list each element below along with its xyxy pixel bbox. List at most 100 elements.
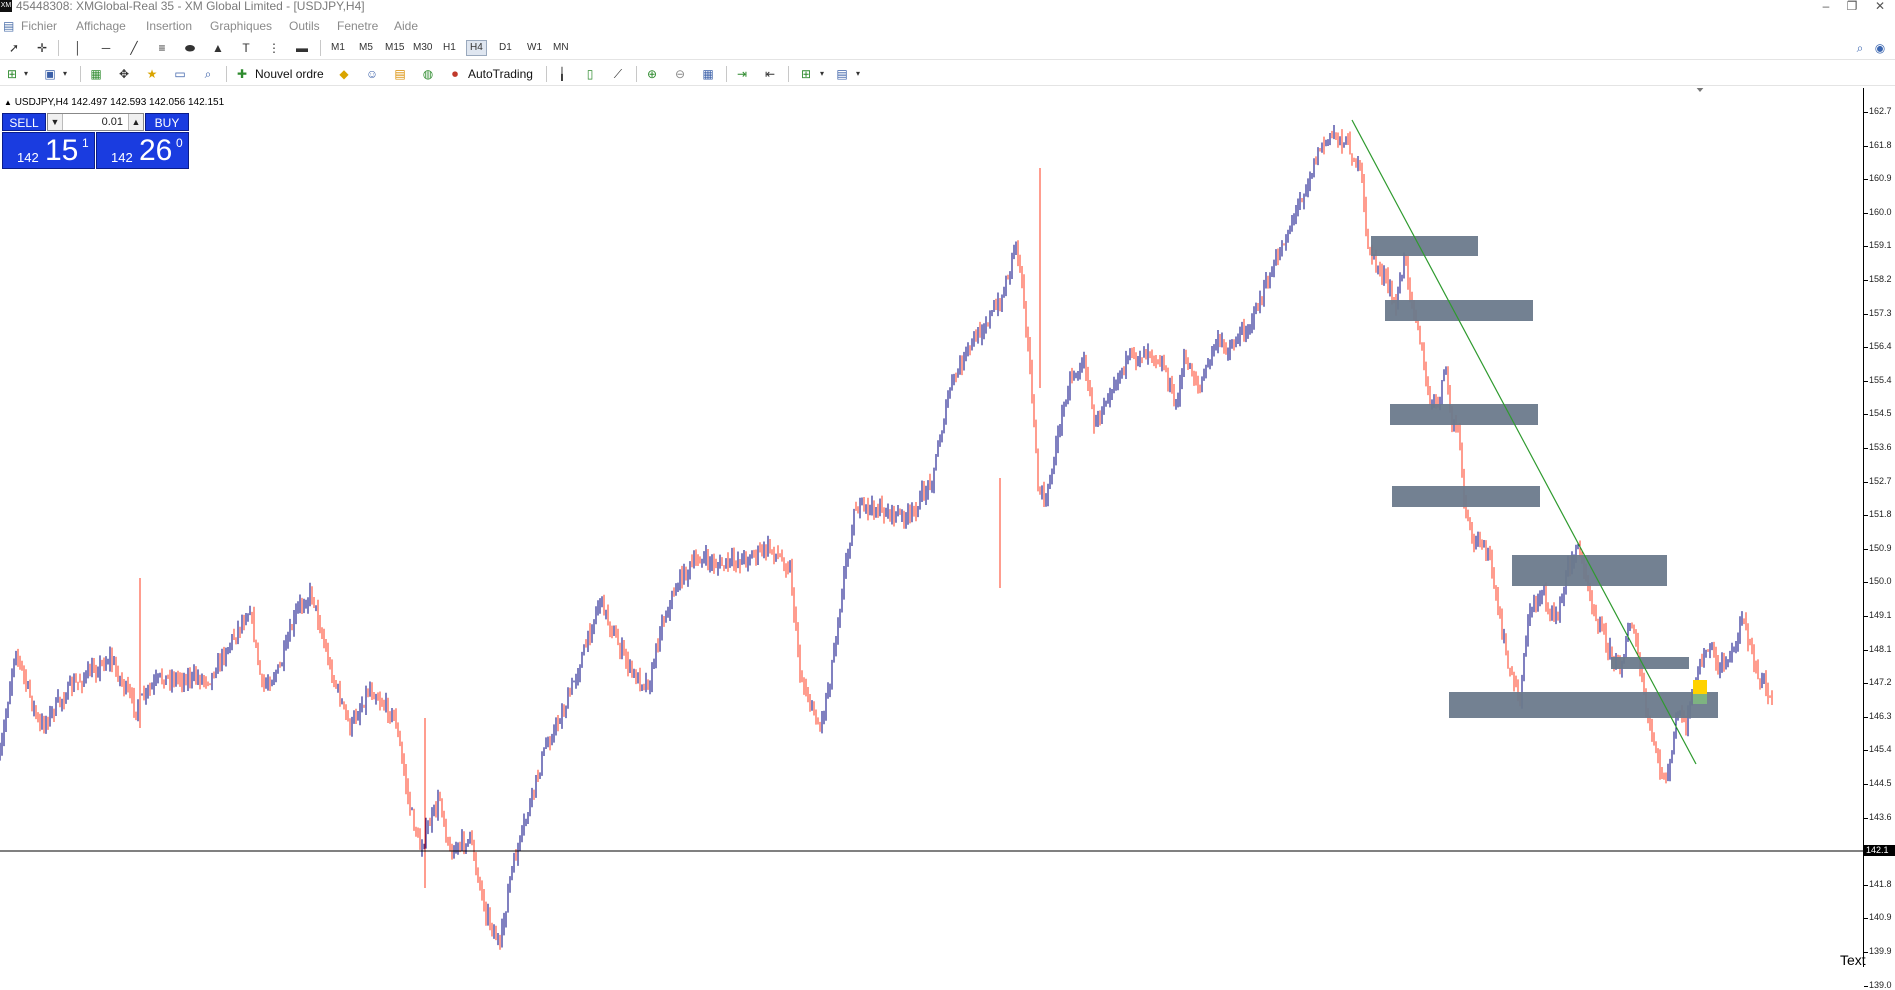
price-axis-label: 140.9 [1869, 912, 1892, 923]
restore-button[interactable]: ❐ [1846, 0, 1858, 13]
price-axis-tick [1864, 313, 1868, 315]
drawing-toolbar: ➚ ✛ │ ─ ╱ ≡ ⬬ ▲ T ⋮ ▬ M1 M5 M15 M30 H1 H… [0, 37, 1895, 60]
search-icon[interactable]: ⌕ [1856, 41, 1864, 55]
price-axis-label: 147.2 [1869, 677, 1892, 688]
rectangle-icon[interactable]: ▬ [296, 41, 308, 55]
auto-scroll-icon[interactable]: ⇥ [736, 67, 748, 81]
chat-icon[interactable]: ◉ [1874, 41, 1886, 55]
price-axis-label: 141.8 [1869, 878, 1892, 889]
metaeditor-icon[interactable]: ◆ [339, 67, 349, 81]
lot-decrease-icon[interactable]: ▼ [48, 114, 63, 130]
horizontal-line-icon[interactable]: ─ [101, 41, 111, 55]
price-axis-tick [1864, 548, 1868, 550]
candlestick-icon[interactable]: ▯ [586, 67, 594, 81]
timeframe-m30[interactable]: M30 [413, 42, 433, 53]
new-chart-icon[interactable]: ⊞ [6, 67, 18, 81]
zoom-in-icon[interactable]: ⊕ [646, 67, 658, 81]
timeframe-h4[interactable]: H4 [466, 40, 487, 56]
vps-icon[interactable]: ◍ [422, 67, 434, 81]
chart-menu-icon[interactable]: ▤ [3, 19, 15, 33]
minimize-button[interactable]: – [1822, 0, 1830, 13]
vertical-line-icon[interactable]: │ [74, 41, 82, 55]
periods-icon[interactable]: ▤ [836, 67, 848, 81]
timeframe-m1[interactable]: M1 [331, 42, 345, 53]
price-axis-label: 153.6 [1869, 442, 1892, 452]
collapse-arrow-icon[interactable]: ▲ [4, 98, 12, 107]
timeframe-h1[interactable]: H1 [443, 42, 456, 53]
lot-size-stepper[interactable]: ▼ 0.01 ▲ [47, 113, 144, 131]
lot-size-input[interactable]: 0.01 [101, 116, 123, 128]
market-watch-icon[interactable]: ▦ [90, 67, 102, 81]
timeframe-m5[interactable]: M5 [359, 42, 373, 53]
chevron-down-icon[interactable]: ▾ [819, 69, 824, 78]
menu-insertion[interactable]: Insertion [146, 19, 193, 33]
tester-icon[interactable]: ⌕ [204, 67, 212, 81]
price-axis-tick [1864, 884, 1868, 886]
price-zone [1449, 692, 1718, 718]
close-button[interactable]: ✕ [1874, 0, 1886, 13]
menu-affichage[interactable]: Affichage [76, 19, 126, 33]
trendline-icon[interactable]: ╱ [130, 41, 138, 55]
price-axis-label: 159.1 [1869, 240, 1892, 251]
menu-fenetre[interactable]: Fenetre [337, 19, 379, 33]
price-axis-tick [1864, 784, 1868, 785]
signals-icon[interactable]: ☺ [365, 67, 379, 81]
price-axis-label: 155.4 [1869, 374, 1892, 385]
price-zone [1392, 486, 1540, 507]
tile-windows-icon[interactable]: ▦ [702, 67, 714, 81]
chevron-down-icon[interactable]: ▾ [855, 69, 860, 78]
menu-graphiques[interactable]: Graphiques [210, 19, 273, 33]
chart-canvas[interactable] [0, 88, 1863, 967]
market-icon[interactable]: ▤ [394, 67, 406, 81]
price-axis-label: 154.5 [1869, 408, 1892, 419]
navigator-icon[interactable]: ✥ [118, 67, 130, 81]
menu-fichier[interactable]: Fichier [21, 19, 58, 33]
favorites-icon[interactable]: ★ [146, 67, 158, 81]
text-icon[interactable]: T [242, 41, 250, 55]
new-order-button[interactable]: Nouvel ordre [255, 67, 324, 81]
buy-price-main: 26 [139, 134, 173, 167]
chevron-down-icon[interactable]: ▾ [23, 69, 28, 78]
autotrading-icon[interactable]: ⏺ [451, 67, 458, 81]
autotrading-button[interactable]: AutoTrading [468, 67, 533, 81]
price-axis-label: 156.4 [1869, 341, 1892, 352]
price-axis-label: 139.9 [1869, 946, 1892, 956]
trendline [1351, 119, 1697, 765]
line-chart-icon[interactable]: ⟋ [613, 67, 623, 81]
channel-icon[interactable]: ≡ [158, 41, 166, 55]
price-axis-tick [1864, 145, 1868, 147]
buy-button[interactable]: BUY [145, 113, 189, 131]
price-axis[interactable]: 162.7 161.8 160.9 160.0 159.1 158.2 157.3 156.4… [1863, 88, 1895, 990]
crosshair-icon[interactable]: ✛ [36, 41, 48, 55]
bar-chart-icon[interactable]: ╽ [558, 67, 566, 81]
buy-price-point: 0 [176, 136, 183, 150]
menu-aide[interactable]: Aide [394, 19, 419, 33]
highlight-marker-lower [1693, 694, 1707, 704]
chevron-down-icon[interactable]: ▾ [62, 69, 67, 78]
profiles-icon[interactable]: ▣ [44, 67, 56, 81]
price-chart-svg [0, 88, 1863, 950]
indicators-icon[interactable]: ⊞ [800, 67, 812, 81]
new-order-icon[interactable]: ✚ [236, 67, 248, 81]
price-axis-tick [1864, 716, 1868, 718]
window-title: 45448308: XMGlobal-Real 35 - XM Global L… [16, 0, 365, 13]
menu-outils[interactable]: Outils [289, 19, 320, 33]
timeframe-mn[interactable]: MN [553, 42, 569, 53]
timeframe-w1[interactable]: W1 [527, 42, 542, 53]
zoom-out-icon[interactable]: ⊖ [674, 67, 686, 81]
terminal-icon[interactable]: ▭ [174, 67, 186, 81]
buy-quote[interactable]: 142 26 0 [96, 132, 189, 169]
ellipse-icon[interactable]: ⬬ [184, 41, 196, 55]
price-axis-label: 158.2 [1869, 274, 1892, 284]
lot-increase-icon[interactable]: ▲ [128, 114, 143, 130]
separator [726, 66, 727, 82]
price-axis-label: 143.6 [1869, 811, 1892, 822]
sell-quote[interactable]: 142 15 1 [2, 132, 95, 169]
triangle-icon[interactable]: ▲ [212, 41, 224, 55]
sell-button[interactable]: SELL [2, 113, 46, 131]
cursor-icon[interactable]: ➚ [8, 41, 20, 55]
timeframe-m15[interactable]: M15 [385, 42, 405, 53]
timeframe-d1[interactable]: D1 [499, 42, 512, 53]
fibonacci-icon[interactable]: ⋮ [268, 41, 280, 55]
chart-shift-icon[interactable]: ⇤ [764, 67, 776, 81]
